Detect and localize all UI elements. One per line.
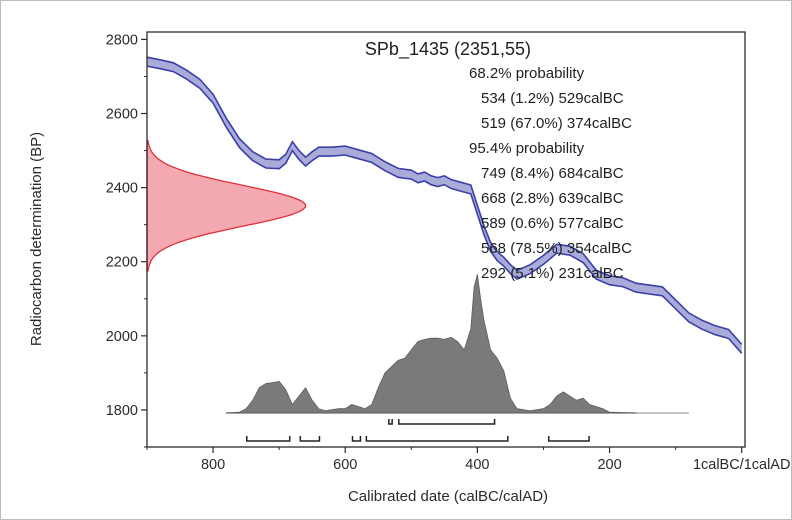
y-tick-label: 1800 — [106, 403, 138, 419]
posterior-area — [225, 274, 637, 414]
radiocarbon-distribution — [146, 139, 307, 272]
range-68-bar — [388, 418, 393, 425]
posterior-distribution — [225, 274, 689, 414]
annotation-95-header: 95.4% probability — [469, 140, 585, 157]
calibration-lower-line — [146, 65, 743, 354]
range-95-bar — [246, 435, 291, 442]
plot-area-frame — [146, 31, 746, 448]
range-95-bar — [365, 435, 509, 442]
annotation-68-range-1: 534 (1.2%) 529calBC — [481, 90, 624, 107]
x-tick-label: 800 — [201, 457, 225, 473]
tick-labels: 1800 2000 2200 2400 2600 2800 800 600 400 200 1cal… — [106, 32, 791, 473]
x-tick-label: 600 — [333, 457, 357, 473]
annotation-95-range-5: 292 (5.1%) 231calBC — [481, 265, 624, 282]
range-bars — [246, 418, 590, 442]
range-68-bar — [398, 418, 496, 425]
axis-ticks — [141, 38, 743, 453]
annotation-95-range-4: 568 (78.5%) 354calBC — [481, 240, 632, 257]
annotation-68-header: 68.2% probability — [469, 65, 585, 82]
range-95-bar — [299, 435, 321, 442]
y-tick-label: 2800 — [106, 32, 138, 48]
annotation-95-range-3: 589 (0.6%) 577calBC — [481, 215, 624, 232]
x-tick-label: 200 — [597, 457, 621, 473]
range-95-bar — [351, 435, 362, 442]
x-axis-title: Calibrated date (calBC/calAD) — [348, 488, 548, 505]
calibration-upper-line — [146, 56, 743, 345]
x-tick-label: 400 — [465, 457, 489, 473]
calibration-curve — [146, 56, 743, 354]
x-tick-label: 1calBC/1calAD — [693, 457, 791, 473]
y-tick-label: 2400 — [106, 181, 138, 197]
y-axis-title: Radiocarbon determination (BP) — [28, 132, 45, 346]
annotation-95-range-1: 749 (8.4%) 684calBC — [481, 165, 624, 182]
range-95-bar — [548, 435, 590, 442]
y-tick-label: 2200 — [106, 255, 138, 271]
radiocarbon-curve — [146, 139, 307, 272]
y-tick-label: 2600 — [106, 107, 138, 123]
y-tick-label: 2000 — [106, 329, 138, 345]
annotation-68-range-2: 519 (67.0%) 374calBC — [481, 115, 632, 132]
chart-title: SPb_1435 (2351,55) — [365, 39, 531, 60]
annotation-95-range-2: 668 (2.8%) 639calBC — [481, 190, 624, 207]
